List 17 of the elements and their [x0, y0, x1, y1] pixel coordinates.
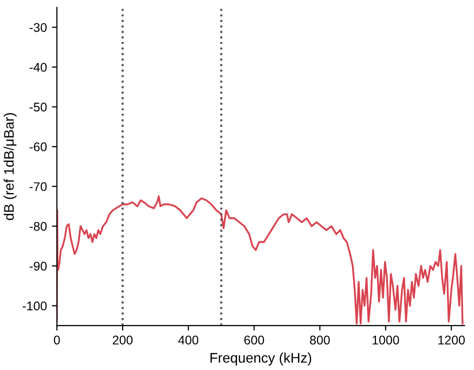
y-tick-label: -40 [30, 62, 47, 72]
y-tick-label: -70 [30, 182, 47, 192]
x-tick-label: 1000 [372, 336, 400, 345]
y-tick-label: -80 [30, 222, 47, 231]
y-tick-label: -100 [22, 302, 47, 310]
x-tick-label: 0 [54, 336, 60, 345]
y-tick-label: -60 [30, 142, 47, 152]
y-axis-title: dB (ref 1dB/μBar) [4, 113, 17, 220]
y-tick-label: -30 [30, 23, 47, 32]
x-tick-label: 1200 [438, 336, 465, 345]
x-tick-label: 800 [310, 336, 330, 345]
x-tick-label: 600 [244, 336, 264, 345]
x-tick-label: 200 [112, 336, 133, 345]
x-axis-title: Frequency (kHz) [210, 352, 312, 366]
y-tick-label: -50 [30, 102, 47, 112]
x-tick-label: 400 [178, 336, 198, 345]
y-tick-label: -90 [30, 262, 47, 271]
